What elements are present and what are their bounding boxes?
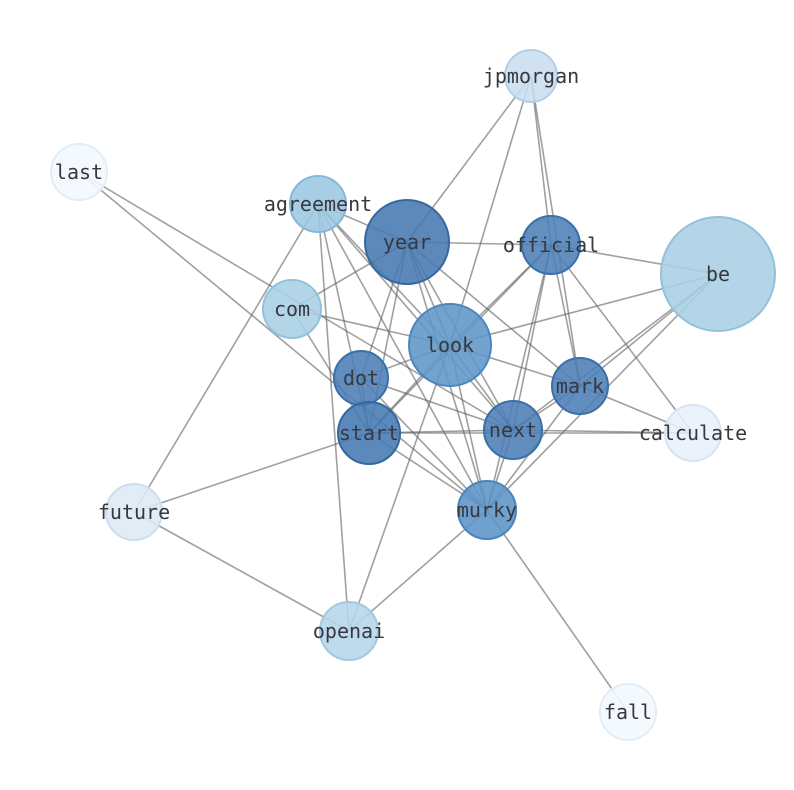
edge-openai-future <box>133 511 350 632</box>
node-label-next: next <box>489 418 537 442</box>
edge-murky-fall <box>486 509 629 713</box>
node-label-year: year <box>383 230 431 254</box>
node-label-look: look <box>426 333 474 357</box>
nodes-layer <box>50 49 776 741</box>
edges-layer <box>78 75 719 713</box>
node-openai <box>319 601 379 661</box>
edge-official-calculate <box>550 244 694 434</box>
node-label-official: official <box>503 233 599 257</box>
edge-agreement-openai <box>317 203 350 632</box>
node-label-future: future <box>98 500 170 524</box>
node-jpmorgan <box>504 49 558 103</box>
edge-jpmorgan-look <box>449 75 532 346</box>
edge-agreement-murky <box>317 203 488 511</box>
edge-agreement-next <box>317 203 514 431</box>
node-last <box>50 143 108 201</box>
node-label-calculate: calculate <box>639 421 747 445</box>
node-label-openai: openai <box>313 619 385 643</box>
edge-start-future <box>133 432 370 513</box>
node-look <box>408 303 492 387</box>
labels-layer: jpmorgan last agreement year official be com lo… <box>55 64 747 724</box>
node-murky <box>457 480 517 540</box>
edge-official-next <box>512 244 552 431</box>
node-year <box>364 199 450 285</box>
node-be <box>660 216 776 332</box>
node-label-start: start <box>339 421 399 445</box>
edge-next-calculate <box>512 429 694 434</box>
node-label-mark: mark <box>556 374 604 398</box>
node-label-be: be <box>706 262 730 286</box>
node-label-agreement: agreement <box>264 192 372 216</box>
edge-official-murky <box>486 244 552 511</box>
edge-look-openai <box>348 344 451 632</box>
node-mark <box>551 357 609 415</box>
node-future <box>105 483 163 541</box>
edge-last-murky <box>78 171 488 511</box>
node-label-murky: murky <box>457 498 517 522</box>
node-start <box>337 401 401 465</box>
node-next <box>483 400 543 460</box>
edge-agreement-future <box>133 203 319 513</box>
node-agreement <box>289 175 347 233</box>
node-official <box>521 215 581 275</box>
edge-dot-murky <box>360 377 488 511</box>
node-label-jpmorgan: jpmorgan <box>483 64 579 88</box>
node-label-fall: fall <box>604 700 652 724</box>
node-fall <box>599 683 657 741</box>
node-com <box>262 279 322 339</box>
node-calculate <box>664 404 722 462</box>
edge-murky-openai <box>348 509 488 632</box>
node-label-last: last <box>55 160 103 184</box>
node-label-dot: dot <box>343 366 379 390</box>
node-label-com: com <box>274 297 310 321</box>
